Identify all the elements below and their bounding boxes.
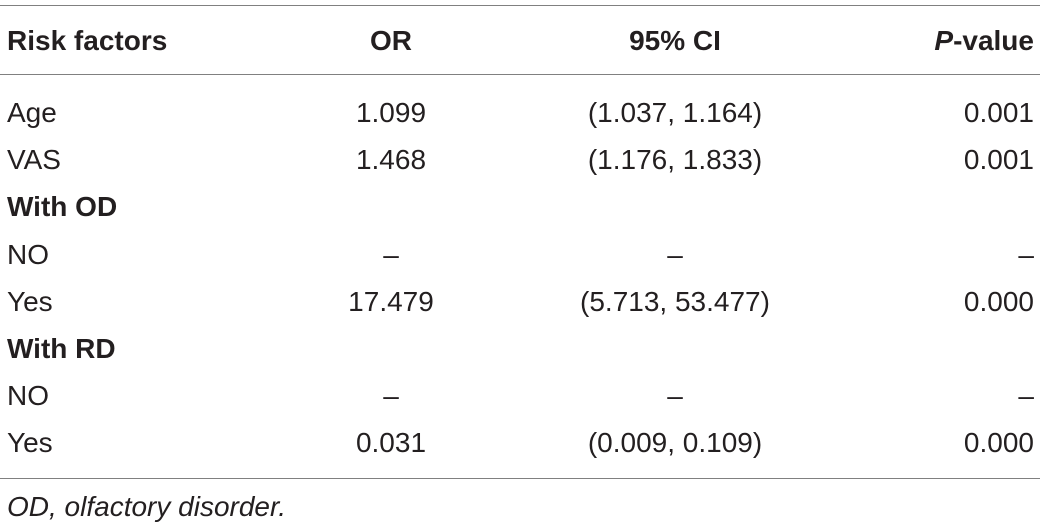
cell-or: 17.479 (348, 285, 434, 317)
header-risk-factors: Risk factors (7, 25, 168, 56)
header-p-value: P-value (934, 17, 1034, 64)
table-header-rule (0, 74, 1040, 75)
cell-p-value: 0.001 (963, 144, 1034, 176)
cell-ci: – (667, 380, 683, 412)
header-or: OR (370, 25, 412, 56)
cell-or: 0.031 (355, 427, 427, 459)
cell-ci: (1.176, 1.833) (587, 144, 763, 176)
cell-p-value: – (1018, 380, 1034, 412)
table-row: Age 1.099 (1.037, 1.164) 0.001 (0, 89, 1040, 136)
table-row: Yes 0.031 (0.009, 0.109) 0.000 (0, 419, 1040, 466)
header-p-letter: P (934, 25, 954, 56)
table-row: VAS 1.468 (1.176, 1.833) 0.001 (0, 136, 1040, 183)
table-row: Yes 17.479 (5.713, 53.477) 0.000 (0, 278, 1040, 325)
table-bottom-rule (0, 478, 1040, 479)
cell-p-value: 0.000 (963, 427, 1034, 459)
cell-risk-factor: Yes (7, 285, 53, 317)
cell-or: 1.468 (355, 144, 427, 176)
table-row: NO – – – (0, 372, 1040, 419)
cell-ci: (1.037, 1.164) (587, 97, 763, 128)
header-ci: 95% CI (629, 25, 721, 56)
table-footnote: OD, olfactory disorder. (7, 491, 287, 522)
table-group-row: With OD (0, 183, 1040, 230)
cell-risk-factor: Age (7, 97, 57, 128)
cell-risk-factor: With RD (7, 333, 116, 364)
cell-risk-factor: VAS (7, 144, 61, 176)
cell-risk-factor: NO (7, 380, 49, 412)
cell-risk-factor: Yes (7, 427, 53, 459)
table-group-row: With RD (0, 325, 1040, 372)
cell-p-value: 0.001 (963, 97, 1034, 128)
cell-ci: (5.713, 53.477) (580, 285, 770, 317)
cell-ci: (0.009, 0.109) (587, 427, 763, 459)
cell-risk-factor: With OD (7, 191, 118, 223)
table-header-row: Risk factors OR 95% CI P-value (0, 17, 1040, 64)
cell-ci: – (667, 238, 683, 270)
cell-or: – (383, 380, 399, 412)
cell-p-value: – (1018, 238, 1034, 270)
table-top-rule (0, 5, 1040, 6)
table-row: NO – – – (0, 231, 1040, 278)
header-p-suffix: -value (953, 25, 1034, 56)
cell-or: – (383, 238, 399, 270)
cell-p-value: 0.000 (963, 285, 1034, 317)
cell-risk-factor: NO (7, 238, 49, 270)
cell-or: 1.099 (355, 97, 427, 128)
